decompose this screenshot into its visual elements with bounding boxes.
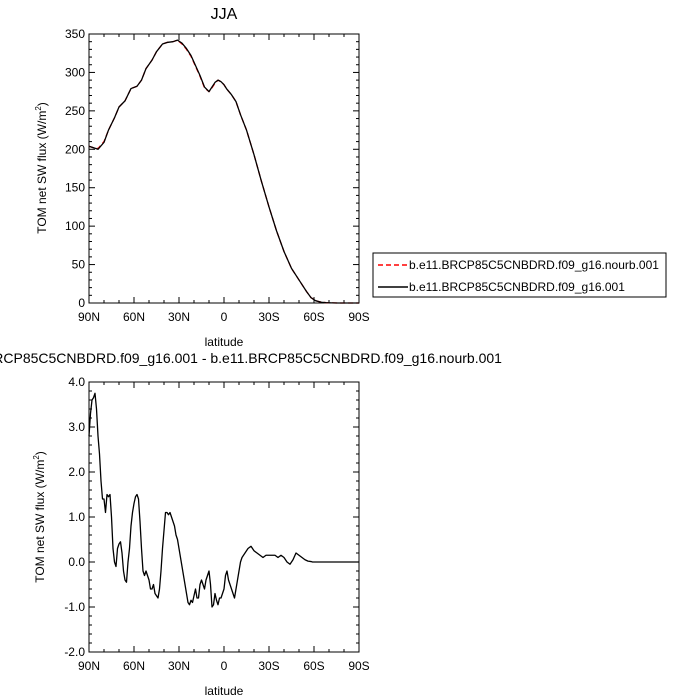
bottom-x-axis-label: latitude — [205, 684, 244, 698]
top-x-tick-label: 30S — [258, 310, 279, 324]
bottom-y-tick-label: -1.0 — [64, 600, 85, 614]
bottom-x-tick-label: 0 — [221, 659, 228, 673]
bottom-y-tick-label: 1.0 — [68, 510, 85, 524]
top-y-tick-label: 0 — [78, 296, 85, 310]
top-y-tick-label: 200 — [65, 142, 85, 156]
top-y-axis-label: TOM net SW flux (W/m2) — [34, 102, 49, 234]
top-y-tick-label: 350 — [65, 27, 85, 41]
bottom-panel: b.e11.BRCP85C5CNBDRD.f09_g16.001 - b.e11… — [0, 350, 502, 698]
bottom-y-tick-label: 4.0 — [68, 375, 85, 389]
bottom-x-tick-label: 60N — [123, 659, 145, 673]
top-series-line-1 — [88, 39, 359, 304]
top-x-tick-label: 60N — [123, 310, 145, 324]
bottom-y-axis-label: TOM net SW flux (W/m2) — [32, 451, 47, 583]
legend-label-nourb: b.e11.BRCP85C5CNBDRD.f09_g16.nourb.001 — [409, 258, 659, 272]
bottom-y-tick-label: 3.0 — [68, 420, 85, 434]
legend: b.e11.BRCP85C5CNBDRD.f09_g16.nourb.001 b… — [372, 252, 667, 298]
bottom-chart-title: b.e11.BRCP85C5CNBDRD.f09_g16.001 - b.e11… — [0, 350, 502, 366]
top-y-tick-label: 250 — [65, 104, 85, 118]
bottom-x-tick-label: 30N — [168, 659, 190, 673]
top-x-tick-label: 90N — [78, 310, 100, 324]
bottom-plot-frame — [88, 381, 360, 653]
top-chart-title: JJA — [211, 6, 238, 23]
bottom-series-line-0 — [88, 392, 359, 608]
bottom-y-tick-label: 0.0 — [68, 555, 85, 569]
top-panel: JJA 0 50 100 150 200 250 300 350 90N 60N 30N 0 30S 6… — [34, 6, 370, 349]
bottom-y-tick-label: -2.0 — [64, 645, 85, 659]
bottom-x-tick-label: 90N — [78, 659, 100, 673]
top-y-tick-label: 150 — [65, 181, 85, 195]
top-x-tick-label: 30N — [168, 310, 190, 324]
top-x-tick-label: 90S — [348, 310, 369, 324]
top-y-tick-label: 100 — [65, 219, 85, 233]
legend-box — [372, 252, 667, 298]
top-plot-frame — [88, 33, 360, 304]
bottom-x-tick-label: 30S — [258, 659, 279, 673]
top-series-line-0 — [88, 39, 359, 304]
top-y-tick-label: 50 — [72, 258, 86, 272]
top-x-tick-label: 60S — [303, 310, 324, 324]
legend-label-control: b.e11.BRCP85C5CNBDRD.f09_g16.001 — [409, 280, 625, 294]
top-x-tick-label: 0 — [221, 310, 228, 324]
top-x-axis-label: latitude — [205, 335, 244, 349]
bottom-x-tick-label: 60S — [303, 659, 324, 673]
top-y-tick-label: 300 — [65, 65, 85, 79]
bottom-y-tick-label: 2.0 — [68, 465, 85, 479]
bottom-x-tick-label: 90S — [348, 659, 369, 673]
